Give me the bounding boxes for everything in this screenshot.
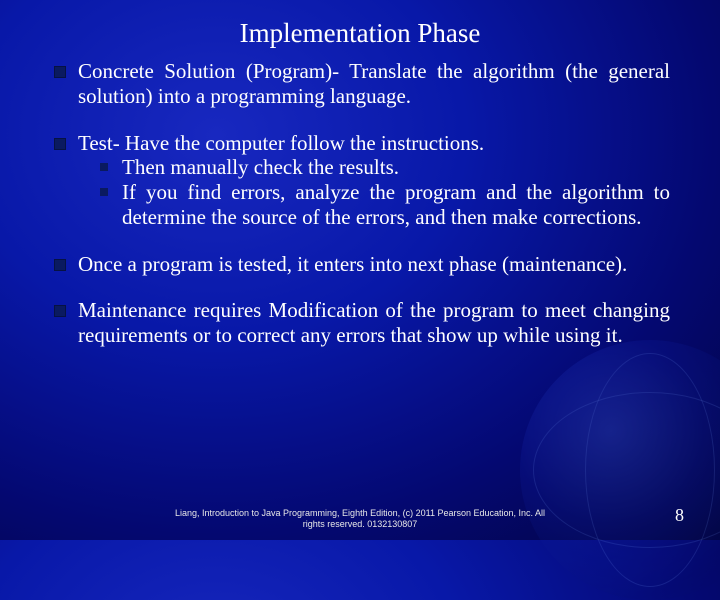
slide-title: Implementation Phase <box>50 18 670 49</box>
sub-bullet-list: Then manually check the results. If you … <box>78 155 670 229</box>
bullet-item: Maintenance requires Modification of the… <box>50 298 670 348</box>
bullet-text: Concrete Solution (Program)- Translate t… <box>78 59 670 108</box>
bullet-text: Test- Have the computer follow the instr… <box>78 131 484 155</box>
bullet-item: Test- Have the computer follow the instr… <box>50 131 670 230</box>
bullet-text: Maintenance requires Modification of the… <box>78 298 670 347</box>
bullet-item: Concrete Solution (Program)- Translate t… <box>50 59 670 109</box>
page-number: 8 <box>675 505 684 526</box>
sub-bullet-text: Then manually check the results. <box>122 155 399 179</box>
sub-bullet-text: If you find errors, analyze the program … <box>122 180 670 229</box>
bullet-item: Once a program is tested, it enters into… <box>50 252 670 277</box>
footer-citation: Liang, Introduction to Java Programming,… <box>0 508 720 530</box>
bullet-text: Once a program is tested, it enters into… <box>78 252 627 276</box>
footer-line: Liang, Introduction to Java Programming,… <box>175 508 545 518</box>
footer-line: rights reserved. 0132130807 <box>303 519 418 529</box>
sub-bullet-item: If you find errors, analyze the program … <box>100 180 670 230</box>
sub-bullet-item: Then manually check the results. <box>100 155 670 180</box>
slide-content: Implementation Phase Concrete Solution (… <box>0 0 720 540</box>
bullet-list: Concrete Solution (Program)- Translate t… <box>50 59 670 348</box>
